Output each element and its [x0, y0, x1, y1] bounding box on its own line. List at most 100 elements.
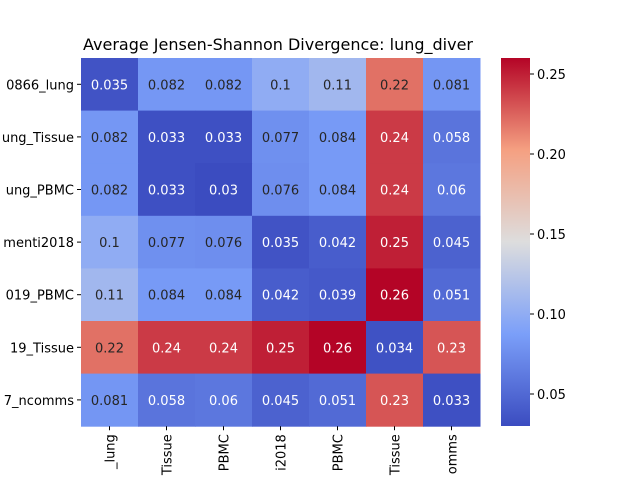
cell-value-label: 0.082	[205, 78, 242, 93]
cell-value-label: 0.082	[91, 131, 128, 146]
heatmap-cell	[309, 58, 367, 112]
heatmap-cell	[81, 215, 139, 269]
cell-value-label: 0.045	[262, 394, 299, 409]
heatmap-cell	[81, 58, 139, 112]
cell-value-label: 0.033	[433, 394, 470, 409]
x-tick-label: omms	[446, 434, 461, 474]
y-tick-label: ung_PBMC	[6, 184, 74, 199]
cell-value-label: 0.24	[380, 131, 409, 146]
cell-value-label: 0.077	[262, 131, 299, 146]
heatmap-cell	[195, 215, 253, 269]
cell-value-label: 0.11	[323, 78, 352, 93]
heatmap-cell	[252, 321, 310, 375]
x-tick-label: i2018	[275, 434, 290, 471]
cell-value-label: 0.1	[270, 78, 291, 93]
heatmap-cell	[138, 268, 196, 322]
heatmap-cell	[366, 268, 424, 322]
cell-value-label: 0.084	[319, 184, 356, 199]
cell-value-label: 0.24	[380, 184, 409, 199]
heatmap-cell	[309, 163, 367, 217]
cell-value-label: 0.03	[209, 184, 238, 199]
chart-title: Average Jensen-Shannon Divergence: lung_…	[83, 35, 473, 55]
cell-value-label: 0.22	[380, 78, 409, 93]
heatmap-cell	[252, 110, 310, 164]
heatmap-cell	[423, 215, 481, 269]
heatmap-cell	[423, 110, 481, 164]
y-axis: 0866_lung ung_Tissue ung_PBMC menti2018 019_…	[2, 78, 81, 409]
cell-value-label: 0.033	[148, 131, 185, 146]
y-tick-label: ung_Tissue	[2, 131, 74, 146]
x-axis: _lung Tissue PBMC i2018 PBMC Tissue omms	[104, 426, 461, 476]
cell-value-label: 0.058	[433, 131, 470, 146]
cell-value-label: 0.24	[152, 341, 181, 356]
heatmap-cell	[138, 58, 196, 112]
heatmap-cell	[309, 215, 367, 269]
heatmap-cell	[309, 373, 367, 427]
colorbar-tick-label: 0.10	[537, 308, 566, 323]
cell-value-label: 0.25	[266, 341, 295, 356]
heatmap-cell	[423, 163, 481, 217]
heatmap-cell	[195, 163, 253, 217]
y-tick-label: 19_Tissue	[10, 341, 74, 356]
cell-value-label: 0.06	[209, 394, 238, 409]
cell-value-label: 0.042	[319, 236, 356, 251]
cell-value-label: 0.033	[148, 184, 185, 199]
y-tick-label: 7_ncomms	[4, 394, 74, 409]
cell-value-label: 0.035	[262, 236, 299, 251]
heatmap-cell	[366, 110, 424, 164]
cell-value-label: 0.077	[148, 236, 185, 251]
cell-value-label: 0.033	[205, 131, 242, 146]
colorbar: 0.05 0.10 0.15 0.20 0.25	[501, 58, 566, 426]
heatmap-cell	[252, 268, 310, 322]
heatmap-cell	[81, 110, 139, 164]
heatmap-cell	[81, 373, 139, 427]
cell-value-label: 0.23	[380, 394, 409, 409]
cell-value-label: 0.042	[262, 289, 299, 304]
x-tick-label: PBMC	[332, 434, 347, 471]
heatmap-cell	[366, 58, 424, 112]
heatmap-cell	[195, 268, 253, 322]
cell-value-label: 0.045	[433, 236, 470, 251]
cell-value-label: 0.039	[319, 289, 356, 304]
cell-value-label: 0.082	[148, 78, 185, 93]
y-tick-label: 0866_lung	[6, 78, 74, 93]
cell-value-label: 0.051	[433, 289, 470, 304]
heatmap-cell	[252, 163, 310, 217]
heatmap-cell	[195, 321, 253, 375]
cell-value-label: 0.25	[380, 236, 409, 251]
x-tick-label: _lung	[104, 434, 119, 470]
heatmap-cell	[366, 321, 424, 375]
x-tick-label: Tissue	[389, 434, 404, 476]
heatmap-cell	[195, 110, 253, 164]
heatmap-cell	[423, 268, 481, 322]
heatmap-cell	[309, 110, 367, 164]
heatmap-cell	[423, 58, 481, 112]
heatmap-cell	[138, 215, 196, 269]
cell-value-label: 0.23	[437, 341, 466, 356]
heatmap-cell	[138, 163, 196, 217]
x-tick-label: PBMC	[218, 434, 233, 471]
heatmap-cells: 0.035 0.082 0.082 0.1 0.11 0.22 0.081 0.082 0.03…	[81, 58, 481, 427]
x-tick-label: Tissue	[161, 434, 176, 476]
colorbar-gradient	[501, 58, 530, 426]
heatmap-cell	[138, 373, 196, 427]
y-tick-label: menti2018	[3, 236, 74, 251]
cell-value-label: 0.076	[205, 236, 242, 251]
cell-value-label: 0.034	[376, 341, 413, 356]
heatmap-cell	[81, 321, 139, 375]
heatmap-cell	[366, 373, 424, 427]
cell-value-label: 0.081	[91, 394, 128, 409]
cell-value-label: 0.06	[437, 184, 466, 199]
cell-value-label: 0.081	[433, 78, 470, 93]
colorbar-tick-label: 0.20	[537, 148, 566, 163]
heatmap-cell	[195, 373, 253, 427]
heatmap-cell	[309, 321, 367, 375]
heatmap-cell	[252, 58, 310, 112]
heatmap-cell	[252, 373, 310, 427]
heatmap-cell	[138, 321, 196, 375]
cell-value-label: 0.26	[323, 341, 352, 356]
cell-value-label: 0.035	[91, 78, 128, 93]
heatmap-cell	[81, 163, 139, 217]
colorbar-ticks: 0.05 0.10 0.15 0.20 0.25	[530, 68, 566, 403]
